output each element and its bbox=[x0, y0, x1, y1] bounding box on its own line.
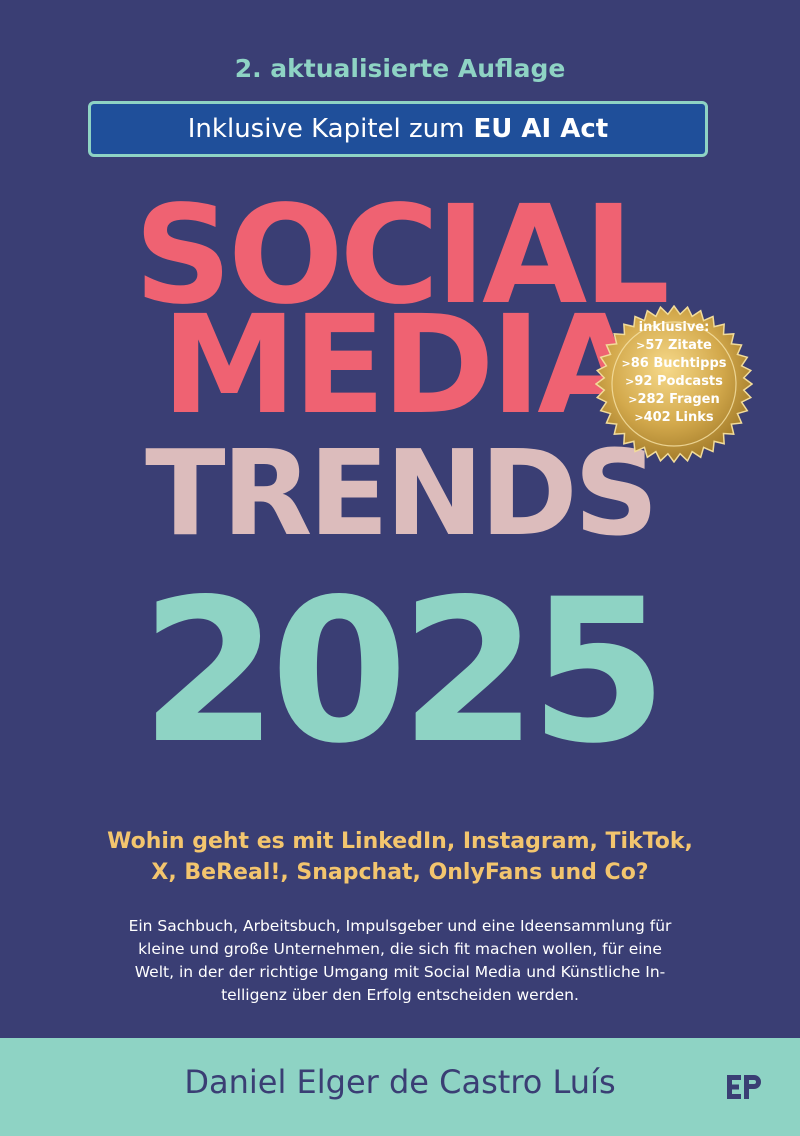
badge-item: >86 Buchtipps bbox=[621, 356, 727, 371]
badge-item: >92 Podcasts bbox=[625, 374, 723, 389]
title-line-media: MEDIA bbox=[161, 287, 643, 445]
ai-act-banner: Inklusive Kapitel zum EU AI Act bbox=[88, 101, 708, 157]
author-name: Daniel Elger de Castro Luís bbox=[184, 1063, 616, 1101]
badge-item: >402 Links bbox=[634, 410, 714, 425]
description-line: kleine und große Unternehmen, die sich f… bbox=[138, 940, 662, 958]
gold-seal-icon bbox=[595, 305, 753, 463]
badge-title: inklusive: bbox=[638, 320, 710, 335]
description-line: Welt, in der der richtige Umgang mit Soc… bbox=[134, 963, 666, 981]
footer-band bbox=[0, 1038, 800, 1136]
title-line-trends: TRENDS bbox=[145, 424, 659, 562]
gold-seal-badge: inklusive: >57 Zitate >86 Buchtipps >92 … bbox=[595, 305, 753, 463]
subtitle-line: Wohin geht es mit LinkedIn, Instagram, T… bbox=[107, 829, 693, 854]
edition-label: 2. aktualisierte Auflage bbox=[234, 54, 566, 83]
subtitle: Wohin geht es mit LinkedIn, Instagram, T… bbox=[60, 826, 740, 888]
description: Ein Sachbuch, Arbeitsbuch, Impulsgeber u… bbox=[70, 915, 730, 1007]
ai-act-banner-highlight: EU AI Act bbox=[473, 114, 609, 144]
title-line-social: SOCIAL bbox=[134, 177, 670, 335]
ai-act-banner-prefix: Inklusive Kapitel zum bbox=[187, 114, 465, 144]
subtitle-line: X, BeReal!, Snapchat, OnlyFans und Co? bbox=[151, 860, 649, 885]
badge-item: >57 Zitate bbox=[636, 338, 712, 353]
description-line: telligenz über den Erfolg entscheiden we… bbox=[221, 986, 579, 1004]
description-line: Ein Sachbuch, Arbeitsbuch, Impulsgeber u… bbox=[128, 917, 672, 935]
badge-content: inklusive: >57 Zitate >86 Buchtipps >92 … bbox=[595, 319, 753, 427]
publisher-logo-icon bbox=[727, 1075, 761, 1099]
badge-item: >282 Fragen bbox=[628, 392, 720, 407]
title-line-year: 2025 bbox=[140, 556, 667, 787]
